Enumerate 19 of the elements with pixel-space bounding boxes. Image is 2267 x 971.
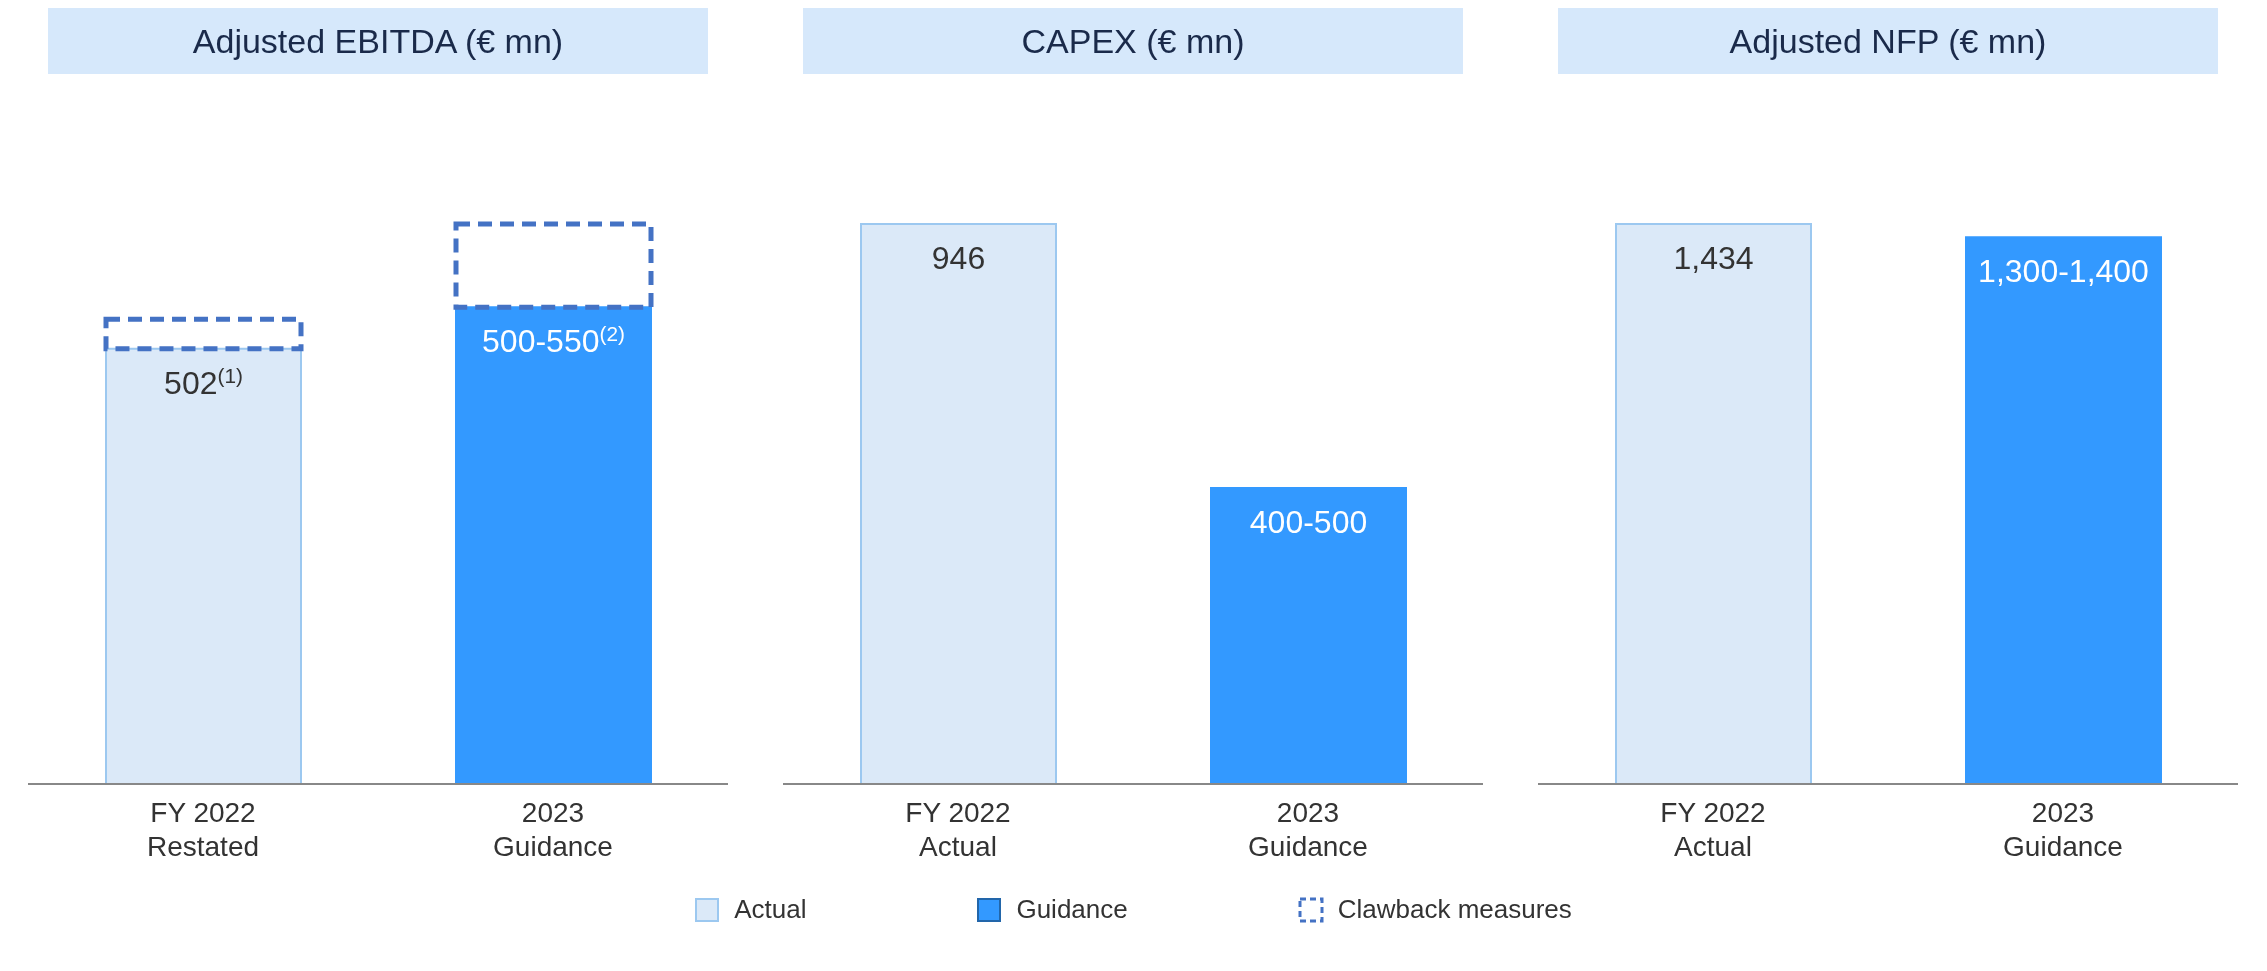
chart-title: Adjusted EBITDA (€ mn) bbox=[48, 8, 708, 74]
legend-label: Actual bbox=[734, 894, 807, 925]
x-tick-label: FY 2022 Restated bbox=[146, 797, 260, 862]
x-tick-label: FY 2022 Actual bbox=[1660, 797, 1766, 862]
data-label: 502$^{(1)}$ bbox=[164, 363, 243, 401]
data-label: 500-550$^{(2)}$ bbox=[482, 321, 625, 360]
data-label: 400-500 bbox=[1249, 504, 1368, 541]
x-tick-label: 2023 Guidance bbox=[493, 797, 613, 862]
data-label: 1,300-1,400 bbox=[1978, 253, 2149, 290]
chart-title: CAPEX (€ mn) bbox=[803, 8, 1463, 74]
legend-label: Clawback measures bbox=[1337, 894, 1572, 925]
legend-label: Guidance bbox=[1016, 894, 1128, 925]
data-label: 1,434 bbox=[1673, 240, 1754, 276]
x-tick-label: 2023 Guidance bbox=[1248, 797, 1368, 862]
x-tick-label: FY 2022 Actual bbox=[905, 797, 1011, 862]
x-tick-label: 2023 Guidance bbox=[2003, 797, 2123, 862]
chart-title: Adjusted NFP (€ mn) bbox=[1558, 8, 2218, 74]
data-label: 946 bbox=[931, 240, 986, 276]
bar bbox=[455, 306, 652, 785]
